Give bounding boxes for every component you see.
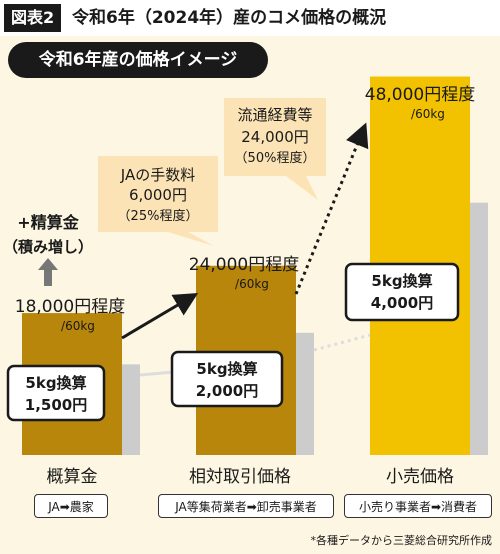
conversion-line1-2: 5kg換算 (371, 272, 432, 290)
bonus-line1: +精算金 (17, 213, 79, 232)
figure-tag: 図表2 (4, 4, 62, 32)
bar-gray-2 (470, 202, 488, 455)
ja-fee-line2: 6,000円 (129, 186, 187, 204)
ja-fee-line1: JAの手数料 (120, 166, 195, 184)
connector-gray-2 (313, 333, 371, 352)
value-label-0: 18,000円程度 (15, 297, 125, 317)
chart-title: 令和6年（2024年）産のコメ価格の概況 (72, 8, 387, 28)
distribution-line3: （50%程度） (235, 150, 316, 166)
conversion-box-1 (170, 350, 284, 408)
conversion-box-2 (344, 262, 460, 322)
category-label-provisional: 概算金 (46, 467, 98, 487)
bonus-line2: （積み増し） (3, 238, 93, 256)
conversion-line1-0: 5kg換算 (25, 374, 86, 392)
flow-label-retail-consumer: 小売り事業者➡消費者 (344, 494, 492, 518)
distribution-line2: 24,000円 (241, 128, 309, 146)
source-note: *各種データから三菱総合研究所作成 (310, 534, 493, 547)
conversion-line2-0: 1,500円 (25, 396, 87, 414)
bar-gray-1 (296, 332, 314, 455)
conversion-box-0 (6, 364, 106, 422)
arrow-solid (121, 292, 199, 340)
bonus-up-arrow (38, 258, 58, 286)
header: 図表2 令和6年（2024年）産のコメ価格の概況 (0, 0, 500, 36)
conversion-line2-2: 4,000円 (371, 294, 433, 312)
arrow-dotted (294, 122, 369, 295)
bubble-distribution (224, 98, 326, 200)
flow-label-ja-wholesaler: JA等集荷業者➡卸売事業者 (158, 494, 334, 518)
distribution-line1: 流通経費等 (237, 106, 312, 124)
value-label-2: 48,000円程度 (365, 85, 475, 105)
conversion-line1-1: 5kg換算 (196, 360, 257, 378)
category-label-retail: 小売価格 (386, 467, 454, 487)
per-unit-label-2: /60kg (411, 107, 445, 121)
chart-subtitle: 令和6年産の価格イメージ (8, 42, 268, 78)
value-label-1: 24,000円程度 (189, 255, 299, 275)
category-label-wholesale: 相対取引価格 (189, 467, 291, 487)
conversion-line2-1: 2,000円 (196, 382, 258, 400)
flow-label-ja-farmer: JA➡農家 (34, 494, 108, 518)
bar-gray-0 (122, 364, 140, 455)
bubble-ja-fee (98, 156, 218, 246)
per-unit-label-1: /60kg (235, 277, 269, 291)
per-unit-label-0: /60kg (61, 319, 95, 333)
ja-fee-line3: （25%程度） (118, 208, 199, 224)
